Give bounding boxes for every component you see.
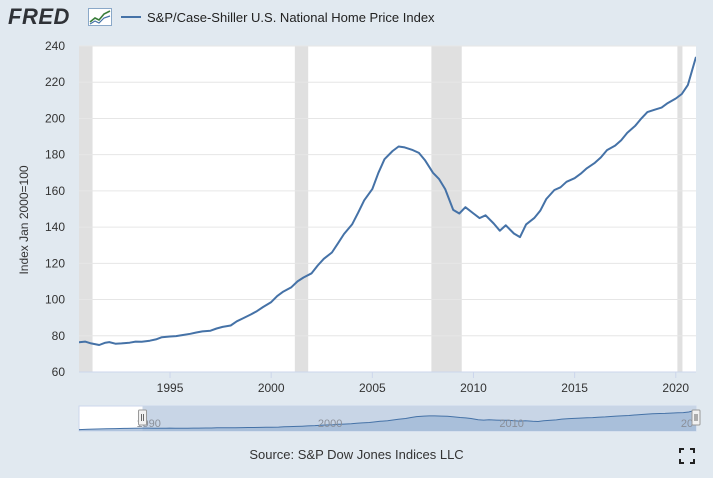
- source-attribution: Source: S&P Dow Jones Indices LLC: [249, 447, 464, 462]
- plot-area: [79, 46, 696, 372]
- y-tick-label: 140: [45, 220, 65, 234]
- y-tick-label: 180: [45, 148, 65, 162]
- x-tick-label: 2005: [359, 381, 386, 395]
- chart-legend: S&P/Case-Shiller U.S. National Home Pric…: [121, 8, 435, 26]
- navigator-line: [78, 409, 697, 431]
- recession-band: [677, 46, 683, 372]
- y-tick-label: 80: [52, 329, 66, 343]
- fred-chart-logo-icon: [88, 8, 112, 26]
- fred-logo[interactable]: FRED: [8, 4, 70, 29]
- legend-label: S&P/Case-Shiller U.S. National Home Pric…: [147, 9, 435, 25]
- y-tick-label: 100: [45, 293, 65, 307]
- recession-band: [431, 46, 462, 372]
- y-tick-label: 240: [45, 39, 65, 53]
- legend-line-swatch: [121, 16, 141, 18]
- series-line[interactable]: [8, 56, 696, 365]
- navigator-handle-left[interactable]: [138, 409, 148, 426]
- x-tick-label: 2020: [662, 381, 689, 395]
- x-tick-label: 2000: [258, 381, 285, 395]
- navigator-area: [79, 410, 696, 431]
- navigator-x-label: 2010: [499, 418, 523, 430]
- x-tick-label: 2015: [561, 381, 588, 395]
- y-tick-label: 120: [45, 256, 65, 270]
- recession-band: [294, 46, 309, 372]
- x-tick-label: 2010: [460, 381, 487, 395]
- recession-band: [79, 46, 93, 372]
- y-tick-label: 160: [45, 184, 65, 198]
- chart-header: FRED S&P/Case-Shiller U.S. National Home…: [0, 0, 713, 34]
- navigator-x-label: 2000: [318, 418, 342, 430]
- y-tick-label: 200: [45, 111, 65, 125]
- navigator-x-label: 20: [681, 418, 693, 430]
- fullscreen-icon[interactable]: [679, 448, 695, 464]
- navigator-handle-right[interactable]: [691, 409, 701, 426]
- x-tick-label: 1995: [157, 381, 184, 395]
- y-tick-label: 60: [52, 365, 66, 379]
- y-tick-label: 220: [45, 75, 65, 89]
- navigator[interactable]: 1990 2000 2010 20: [78, 405, 701, 432]
